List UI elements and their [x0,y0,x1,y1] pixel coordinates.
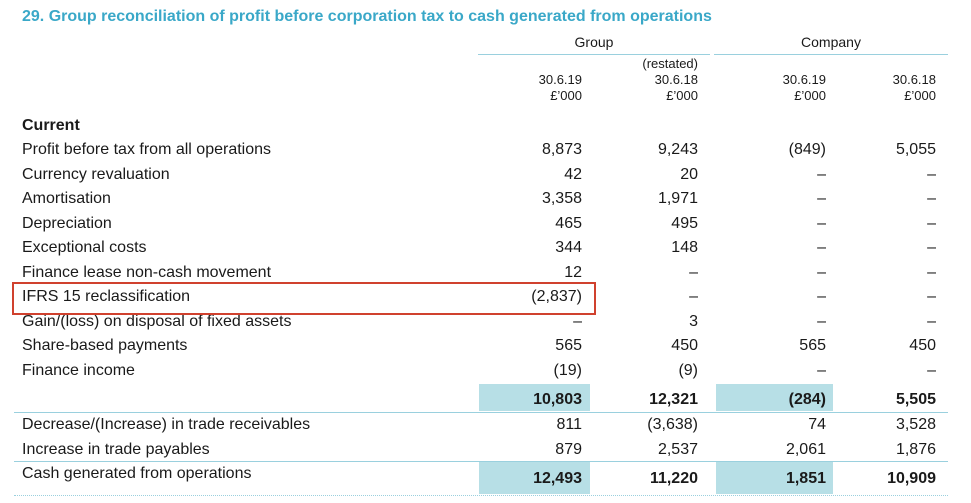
row-value: 450 [671,337,698,354]
ifrs15-highlight-box [12,282,596,315]
row-value: – [927,214,936,232]
bottom-rule [14,495,948,496]
row-value: – [817,214,826,232]
column-date: 30.6.19 [538,72,582,87]
row-value: – [927,165,936,183]
subtotal-value: 12,321 [649,391,698,408]
row-label: Share-based payments [22,337,188,354]
row-label: Increase in trade payables [22,441,210,458]
row-value: 879 [555,441,582,458]
row-value: 5,055 [895,141,936,158]
total-label: Cash generated from operations [22,465,252,482]
total-value: 10,909 [887,470,936,487]
subtotal-value: 10,803 [533,391,582,408]
row-value: 565 [799,337,826,354]
row-value: – [573,312,582,330]
subtotal-shade-company [716,384,833,411]
row-value: 2,537 [657,441,698,458]
row-value: 495 [671,214,698,232]
row-value: – [927,239,936,256]
row-value: – [817,288,826,305]
row-value: – [689,263,698,281]
row-value: (2,837) [531,288,582,305]
row-value: – [817,190,826,207]
total-value: 1,851 [785,470,826,487]
row-value: 12 [564,263,582,281]
row-value: 74 [808,416,826,433]
row-value: 1,971 [657,190,698,207]
total-value: 12,493 [533,470,582,487]
row-value: 8,873 [541,141,582,158]
separator-line [14,461,948,462]
row-value: 344 [555,239,582,256]
row-value: – [817,239,826,256]
column-unit: £’000 [550,88,582,103]
row-label: IFRS 15 reclassification [22,288,191,305]
column-unit: £’000 [666,88,698,103]
total-shade-company [716,462,833,494]
section-heading: Current [22,117,80,134]
row-label: Finance lease non-cash movement [22,263,272,281]
row-value: 148 [671,239,698,256]
row-value: – [817,165,826,183]
subtotal-value: 5,505 [895,391,936,408]
row-value: 1,876 [895,441,936,458]
column-unit: £’000 [794,88,826,103]
note-title: 29. Group reconciliation of profit befor… [22,8,712,25]
row-value: – [817,263,826,281]
row-value: 3,528 [895,416,936,433]
row-value: 9,243 [657,141,698,158]
row-label: Decrease/(Increase) in trade receivables [22,416,311,433]
column-date: 30.6.19 [782,72,826,87]
row-value: 2,061 [785,441,826,458]
row-label: Currency revaluation [22,165,170,183]
total-value: 11,220 [649,470,698,487]
separator-line [14,412,948,413]
row-label: Depreciation [22,214,112,232]
row-value: – [927,288,936,305]
subtotal-shade-group [479,384,590,411]
group-header: Group [478,34,710,55]
column-restated-note: (restated) [642,56,698,71]
row-value: – [689,288,698,305]
row-value: 450 [909,337,936,354]
row-value: 42 [564,165,582,183]
row-value: (3,638) [647,416,698,433]
company-header: Company [714,34,948,55]
row-value: 3 [689,312,698,330]
row-value: (9) [678,361,698,379]
row-value: – [927,312,936,330]
row-value: 565 [555,337,582,354]
row-value: – [817,361,826,379]
row-value: – [927,361,936,379]
row-value: 811 [556,416,582,433]
row-value: (19) [553,361,582,379]
row-label: Exceptional costs [22,239,147,256]
row-value: 3,358 [541,190,582,207]
row-label: Profit before tax from all operations [22,141,272,158]
row-value: (849) [788,141,826,158]
row-label: Gain/(loss) on disposal of fixed assets [22,312,292,330]
row-value: 465 [555,214,582,232]
subtotal-value: (284) [788,391,826,408]
row-value: 20 [680,165,698,183]
column-date: 30.6.18 [892,72,936,87]
row-value: – [817,312,826,330]
row-label: Amortisation [22,190,111,207]
column-unit: £’000 [904,88,936,103]
row-label: Finance income [22,361,135,379]
row-value: – [927,263,936,281]
total-shade-group [479,462,590,494]
column-date: 30.6.18 [654,72,698,87]
row-value: – [927,190,936,207]
